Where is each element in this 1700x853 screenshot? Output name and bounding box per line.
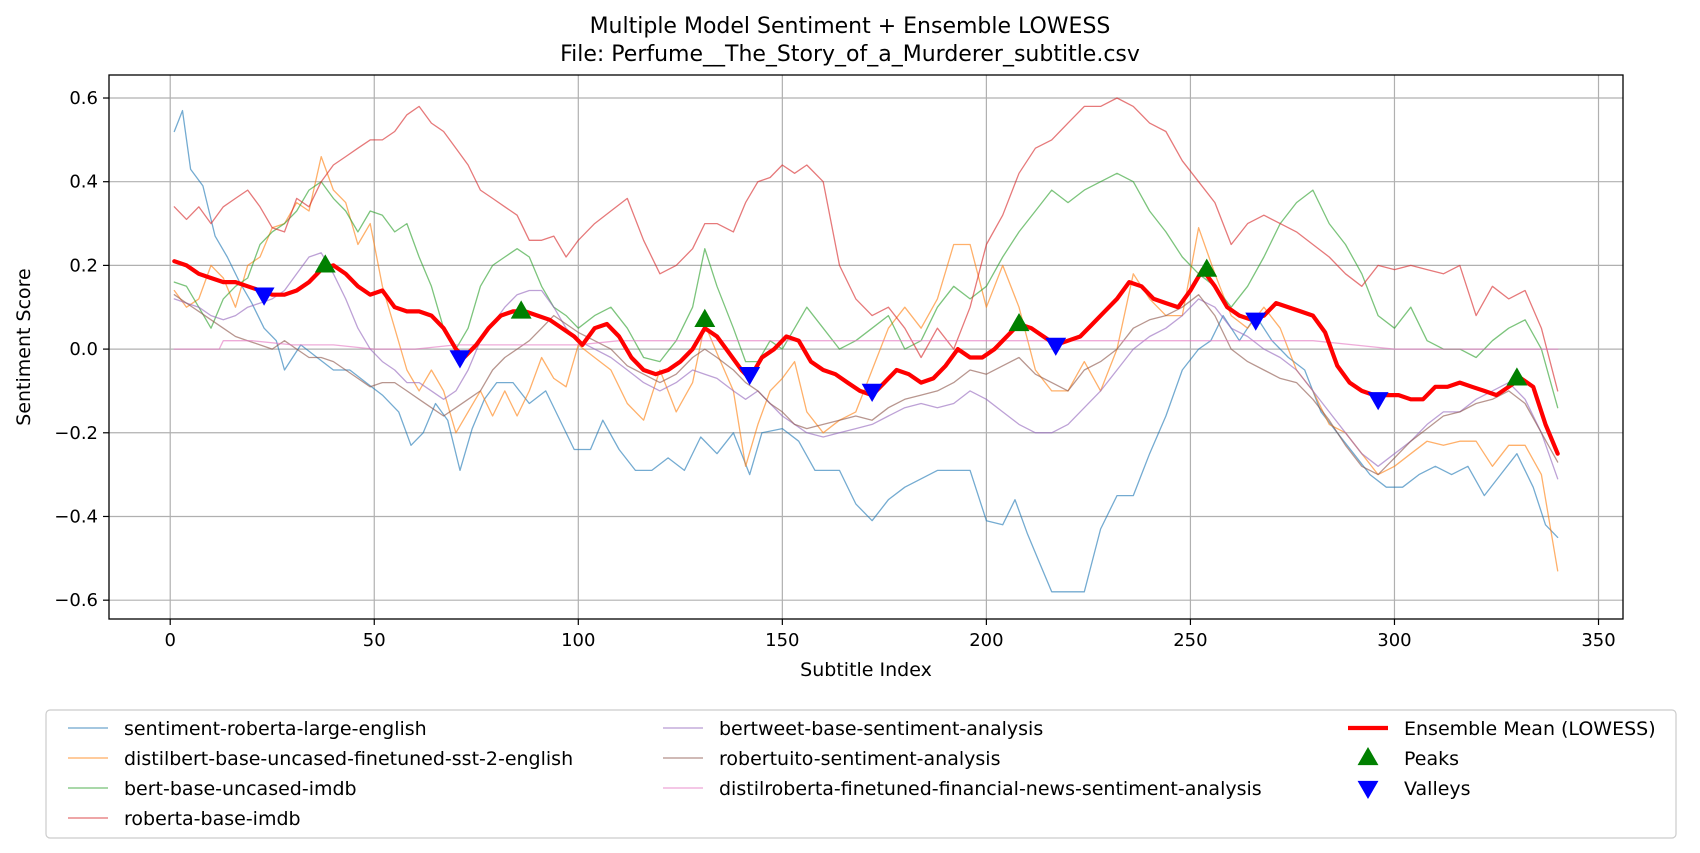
valley-marker	[739, 367, 761, 386]
legend-entry: roberta-base-imdb	[68, 808, 301, 830]
legend-entry: Valleys	[1357, 778, 1471, 800]
legend-entry: sentiment-roberta-large-english	[68, 718, 427, 740]
legend-box	[45, 709, 1677, 839]
x-tick-label: 150	[765, 630, 799, 651]
legend-label: bertweet-base-sentiment-analysis	[719, 718, 1043, 740]
series-line-sentiment-roberta-large-english	[173, 109, 1559, 593]
legend-label: robertuito-sentiment-analysis	[719, 748, 1000, 770]
series-line-ensemble-mean-lowess	[172, 259, 1560, 456]
chart-title: Multiple Model Sentiment + Ensemble LOWE…	[590, 14, 1111, 39]
legend-entry: distilroberta-finetuned-financial-news-s…	[663, 778, 1262, 800]
valley-marker	[861, 383, 883, 402]
legend-entry: Peaks	[1357, 747, 1459, 770]
legend-label: distilroberta-finetuned-financial-news-s…	[719, 778, 1262, 800]
peak-marker	[694, 308, 716, 327]
peak-marker	[1196, 258, 1218, 277]
legend-label: Ensemble Mean (LOWESS)	[1404, 718, 1656, 740]
y-axis-ticks: −0.6 −0.4 −0.2 0.0 0.2 0.4 0.6	[54, 88, 109, 611]
series-line-distilroberta-finetuned-financial-news-sentiment-analysis	[173, 340, 1559, 350]
legend-entry: robertuito-sentiment-analysis	[663, 748, 1000, 770]
valley-marker	[253, 287, 275, 306]
markers-layer	[253, 254, 1528, 411]
y-tick-label: 0.2	[69, 255, 98, 276]
legend-entry: bertweet-base-sentiment-analysis	[663, 718, 1043, 740]
y-tick-label: 0.0	[69, 339, 98, 360]
legend-label: distilbert-base-uncased-finetuned-sst-2-…	[124, 748, 573, 770]
series-line-robertuito-sentiment-analysis	[173, 294, 1559, 476]
grid	[109, 75, 1623, 619]
x-tick-label: 100	[561, 630, 595, 651]
legend-entry: bert-base-uncased-imdb	[68, 778, 357, 800]
legend: sentiment-roberta-large-english distilber…	[45, 709, 1677, 839]
x-tick-label: 200	[969, 630, 1003, 651]
y-tick-label: −0.4	[54, 506, 98, 527]
legend-swatch-valley	[1357, 780, 1379, 799]
x-tick-label: 350	[1581, 630, 1615, 651]
peak-marker	[510, 300, 532, 319]
valley-marker	[1245, 312, 1267, 331]
series-line-roberta-base-imdb	[173, 97, 1559, 392]
series-layer	[172, 97, 1560, 593]
legend-swatch-peak	[1357, 747, 1379, 766]
y-tick-label: 0.6	[69, 88, 98, 109]
legend-label: Valleys	[1404, 778, 1471, 800]
peak-marker	[314, 254, 336, 273]
x-tick-label: 0	[164, 630, 175, 651]
peak-marker	[1008, 312, 1030, 332]
y-axis-label: Sentiment Score	[13, 268, 35, 425]
plot-frame	[108, 74, 1624, 620]
legend-label: Peaks	[1404, 748, 1459, 770]
x-tick-label: 50	[363, 630, 386, 651]
chart-subtitle: File: Perfume__The_Story_of_a_Murderer_s…	[560, 42, 1140, 67]
x-tick-label: 250	[1173, 630, 1207, 651]
valley-marker	[1367, 392, 1389, 411]
y-tick-label: −0.2	[54, 423, 98, 444]
x-axis-label: Subtitle Index	[800, 659, 932, 681]
series-line-bertweet-base-sentiment-analysis	[173, 252, 1559, 480]
valley-marker	[449, 350, 471, 369]
y-tick-label: 0.4	[69, 172, 98, 193]
y-tick-label: −0.6	[54, 590, 98, 611]
x-tick-label: 300	[1377, 630, 1411, 651]
peak-marker	[1506, 367, 1528, 386]
legend-label: sentiment-roberta-large-english	[124, 718, 427, 740]
x-axis-ticks: 0 50 100 150 200 250 300 350	[164, 619, 1616, 651]
series-line-distilbert-base-uncased-finetuned-sst-2-english	[173, 155, 1559, 572]
legend-entry: distilbert-base-uncased-finetuned-sst-2-…	[68, 748, 573, 770]
legend-label: roberta-base-imdb	[124, 808, 301, 830]
valley-marker	[1045, 337, 1067, 356]
legend-entry: Ensemble Mean (LOWESS)	[1348, 718, 1656, 740]
legend-label: bert-base-uncased-imdb	[124, 778, 357, 800]
